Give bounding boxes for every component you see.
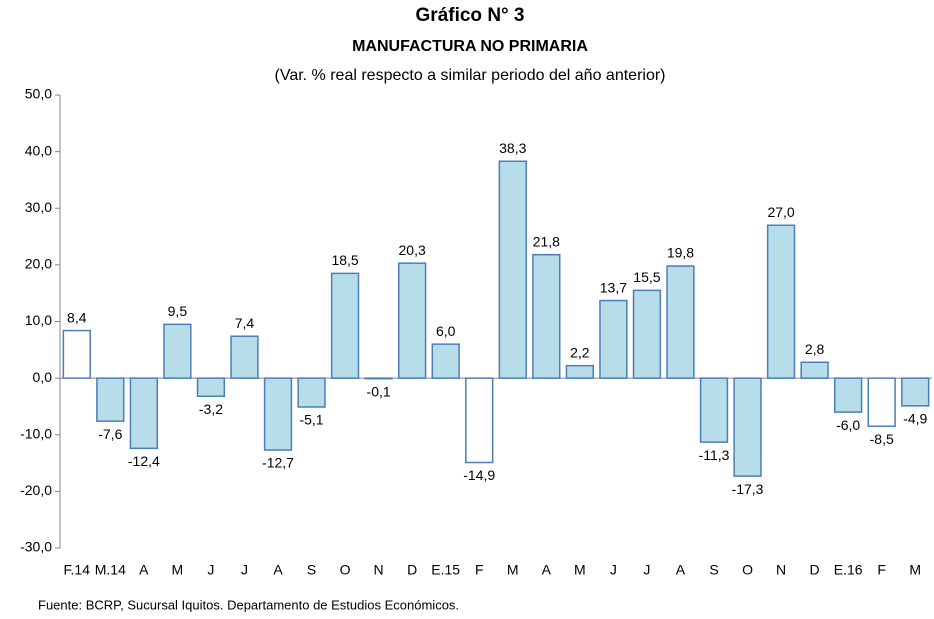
x-tick-label: A: [676, 562, 686, 578]
data-label: -0,1: [367, 383, 391, 399]
bar: [196, 377, 226, 397]
x-tick-label: E.15: [431, 562, 460, 578]
bar: [565, 364, 595, 379]
data-label: -12,4: [128, 453, 160, 469]
x-tick-label: M: [909, 562, 921, 578]
bar: [800, 361, 829, 379]
bar: [62, 329, 91, 379]
data-label: -3,2: [199, 401, 223, 417]
bar: [867, 377, 896, 428]
x-tick-label: S: [709, 562, 718, 578]
data-label: 27,0: [767, 204, 794, 220]
data-label: -6,0: [836, 417, 860, 433]
y-tick-label: 10,0: [25, 312, 52, 328]
x-tick-label: N: [374, 562, 384, 578]
chart-note: (Var. % real respecto a similar periodo …: [275, 67, 666, 84]
bar: [699, 377, 729, 443]
x-tick-label: A: [139, 562, 149, 578]
bar: [330, 272, 360, 379]
bar: [397, 262, 427, 379]
x-tick-label: M: [574, 562, 586, 578]
data-label: 18,5: [331, 252, 358, 268]
data-label: -5,1: [299, 412, 323, 428]
data-label: 2,8: [805, 341, 825, 357]
source: Fuente: BCRP, Sucursal Iquitos. Departam…: [38, 597, 459, 612]
bar: [364, 377, 393, 380]
bar: [129, 377, 159, 450]
chart-title: Gráfico N° 3: [416, 5, 525, 26]
x-tick-label: N: [776, 562, 786, 578]
chart-subtitle: MANUFACTURA NO PRIMARIA: [352, 38, 588, 55]
x-tick-label: O: [742, 562, 753, 578]
data-label: 19,8: [667, 245, 694, 261]
data-label: 7,4: [235, 315, 255, 331]
x-tick-label: O: [340, 562, 351, 578]
y-tick-label: 40,0: [25, 142, 52, 158]
bar: [833, 377, 863, 413]
data-label: -8,5: [870, 431, 894, 447]
bar: [632, 289, 662, 379]
bar: [766, 224, 796, 379]
bar: [465, 377, 494, 464]
y-tick-label: 50,0: [25, 86, 52, 102]
x-tick-label: M: [172, 562, 184, 578]
data-label: 15,5: [633, 269, 660, 285]
y-tick-label: 30,0: [25, 199, 52, 215]
bar: [532, 253, 561, 379]
bar: [230, 335, 259, 379]
bar: [498, 160, 527, 379]
data-label: -17,3: [732, 481, 764, 497]
data-label: -14,9: [463, 467, 495, 483]
x-tick-label: M.14: [95, 562, 126, 578]
data-label: -7,6: [98, 426, 122, 442]
y-tick-label: -20,0: [20, 482, 52, 498]
x-tick-label: D: [407, 562, 417, 578]
x-tick-label: E.16: [834, 562, 863, 578]
data-label: -12,7: [262, 455, 294, 471]
bar: [96, 377, 125, 422]
y-tick-label: -30,0: [20, 539, 52, 555]
x-tick-label: S: [307, 562, 316, 578]
bar: [901, 377, 930, 407]
x-tick-label: M: [507, 562, 519, 578]
data-label: -4,9: [903, 411, 927, 427]
y-tick-label: 0,0: [33, 369, 53, 385]
bar: [599, 299, 628, 379]
bar: [666, 265, 695, 379]
x-tick-label: D: [810, 562, 820, 578]
bar: [263, 377, 293, 451]
data-label: 6,0: [436, 323, 456, 339]
bar: [163, 323, 192, 379]
x-tick-label: A: [542, 562, 552, 578]
data-label: 2,2: [570, 344, 590, 360]
bar: [297, 377, 326, 408]
bar: [431, 343, 460, 379]
data-label: -11,3: [699, 447, 730, 463]
data-label: 38,3: [499, 140, 526, 156]
data-label: 13,7: [600, 279, 627, 295]
bar: [733, 377, 762, 477]
x-tick-label: J: [241, 562, 248, 578]
x-tick-label: A: [273, 562, 283, 578]
x-tick-label: J: [643, 562, 650, 578]
data-label: 9,5: [168, 303, 188, 319]
x-tick-label: F: [877, 562, 886, 578]
y-tick-label: 20,0: [25, 256, 52, 272]
y-tick-label: -10,0: [20, 425, 52, 441]
data-label: 20,3: [399, 242, 426, 258]
data-label: 8,4: [67, 309, 87, 325]
data-label: 21,8: [533, 233, 560, 249]
x-tick-label: F: [475, 562, 484, 578]
x-tick-label: F.14: [64, 562, 91, 578]
x-tick-label: J: [207, 562, 214, 578]
x-tick-label: J: [610, 562, 617, 578]
